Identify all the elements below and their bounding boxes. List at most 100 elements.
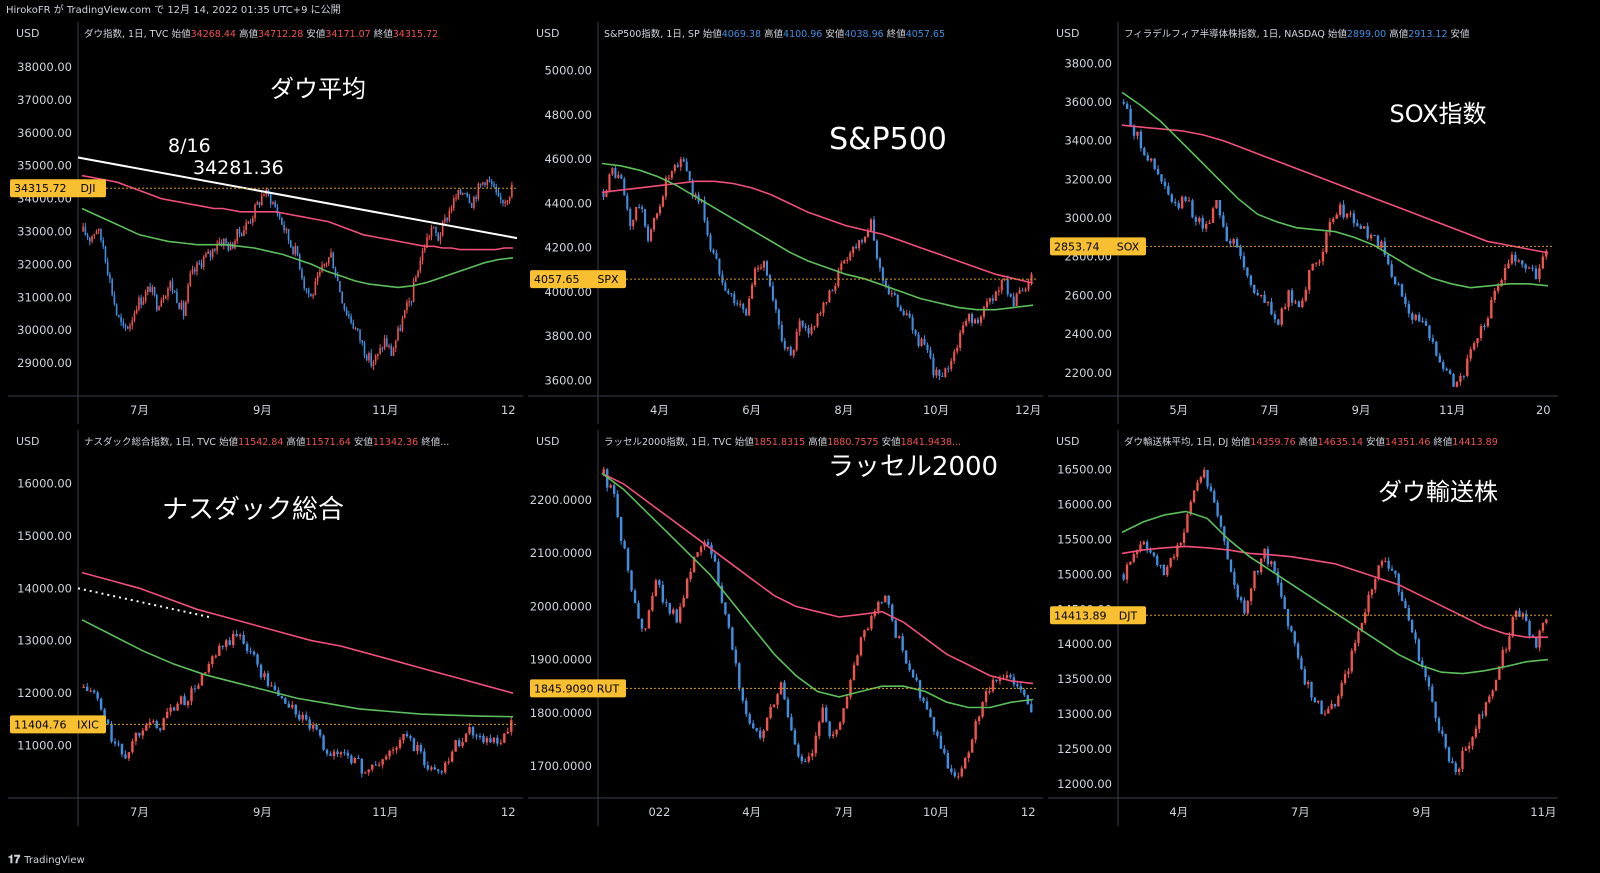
candle-body — [238, 634, 242, 637]
candle-body — [406, 302, 408, 311]
candle-body — [1377, 565, 1380, 579]
candle-body — [762, 261, 766, 268]
candle-body — [176, 291, 178, 304]
candle-body — [1507, 263, 1510, 268]
moving-average-medium — [1121, 510, 1549, 675]
candle-body — [245, 222, 247, 231]
last-price-symbol: DJT — [1119, 609, 1138, 622]
candle-body — [1235, 239, 1239, 247]
legend-name: S&P500指数, 1日, SP — [604, 28, 703, 40]
candle-body — [475, 735, 478, 737]
candle-body — [448, 210, 451, 221]
candle-body — [435, 227, 437, 234]
moving-average-medium — [601, 472, 1034, 709]
candle-body — [922, 697, 925, 702]
chart-panel-sox[interactable]: USD フィラデルフィア半導体株指数, 1日, NASDAQ 始値2899.00 … — [1048, 22, 1558, 424]
candle-body — [247, 221, 250, 223]
x-tick-label: 12 — [501, 403, 516, 417]
candle-body — [1330, 703, 1333, 709]
chart-panel-djt[interactable]: USD ダウ輸送株平均, 1日, DJ 始値14359.76 高値14635.14… — [1048, 430, 1558, 826]
candle-body — [240, 233, 243, 236]
candle-body — [869, 219, 873, 231]
candle-body — [1206, 469, 1209, 487]
y-tick-label: 31000.00 — [17, 290, 72, 304]
candle-body — [1184, 196, 1187, 201]
candle-body — [1488, 696, 1491, 703]
candle-body — [609, 485, 612, 488]
candle-body — [486, 179, 489, 185]
candle-body — [793, 730, 797, 745]
candle-body — [1483, 326, 1486, 328]
candle-body — [508, 196, 511, 201]
candle-body — [897, 636, 901, 638]
candle-body — [343, 752, 346, 754]
candle-body — [167, 288, 169, 297]
y-tick-label: 15000.00 — [17, 529, 72, 543]
candle-body — [1320, 700, 1323, 715]
candle-body — [426, 765, 430, 770]
annotation-text: 8/16 — [168, 135, 211, 157]
candle-body — [419, 745, 423, 752]
chart-panel-ixic[interactable]: USD ナスダック総合指数, 1日, TVC 始値11542.84 高値11571… — [8, 430, 523, 826]
candle-body — [1276, 571, 1280, 583]
candle-body — [984, 691, 988, 703]
last-price-symbol: SOX — [1117, 240, 1140, 253]
candle-body — [845, 696, 849, 709]
candle-body — [466, 193, 469, 197]
candle-body — [1424, 666, 1427, 678]
candle-body — [962, 325, 965, 333]
candle-body — [1335, 214, 1338, 219]
candle-body — [308, 719, 311, 729]
candle-body — [227, 242, 230, 251]
candle-body — [1030, 274, 1033, 282]
candle-body — [479, 183, 482, 185]
candle-body — [1525, 613, 1528, 621]
candle-body — [1359, 225, 1362, 229]
candle-body — [1125, 103, 1129, 109]
tradingview-footer[interactable]: 𝟏𝟕 TradingView — [8, 853, 85, 867]
x-tick-label: 11月 — [372, 805, 398, 819]
candle-body — [314, 281, 317, 295]
candle-body — [394, 340, 397, 348]
candle-body — [266, 673, 270, 686]
candle-body — [464, 193, 466, 195]
candle-body — [672, 609, 675, 614]
candle-body — [430, 767, 433, 770]
legend-h: 11571.64 — [305, 437, 353, 448]
candle-body — [1290, 290, 1294, 303]
candle-body — [455, 198, 457, 200]
candle-body — [801, 320, 804, 327]
candle-body — [846, 259, 849, 261]
candle-body — [936, 731, 939, 736]
chart-panel-rut[interactable]: USD ラッセル2000指数, 1日, TVC 始値1851.8315 高値188… — [528, 430, 1043, 826]
candle-body — [409, 736, 412, 739]
x-tick-label: 20 — [1536, 403, 1551, 417]
candle-body — [623, 540, 626, 549]
candle-body — [1176, 545, 1179, 557]
candle-body — [858, 240, 861, 249]
candle-body — [218, 645, 221, 656]
x-tick-label: 9月 — [253, 403, 272, 417]
candle-body — [852, 246, 855, 253]
legend-o: 14359.76 — [1250, 437, 1298, 448]
chart-panel-dji[interactable]: USD ダウ指数, 1日, TVC 始値34268.44 高値34712.28 安… — [8, 22, 523, 424]
legend-name: フィラデルフィア半導体株指数, 1日, NASDAQ — [1124, 28, 1328, 40]
candle-body — [312, 294, 314, 297]
candle-body — [894, 620, 897, 638]
candle-body — [843, 260, 846, 264]
candle-body — [97, 229, 100, 231]
candle-body — [1366, 226, 1369, 239]
candle-body — [1464, 748, 1467, 751]
candle-body — [831, 734, 835, 737]
candle-body — [1462, 375, 1466, 377]
candle-body — [758, 730, 762, 738]
candle-body — [929, 349, 932, 358]
candle-body — [819, 313, 822, 315]
legend-l: 11342.36 — [373, 437, 421, 448]
candle-body — [1000, 279, 1003, 291]
candle-body — [1242, 256, 1246, 268]
candle-body — [1441, 730, 1444, 735]
chart-panel-spx[interactable]: USD S&P500指数, 1日, SP 始値4069.38 高値4100.96 … — [528, 22, 1043, 424]
x-tick-label: 5月 — [1169, 403, 1188, 417]
candle-body — [148, 722, 151, 725]
